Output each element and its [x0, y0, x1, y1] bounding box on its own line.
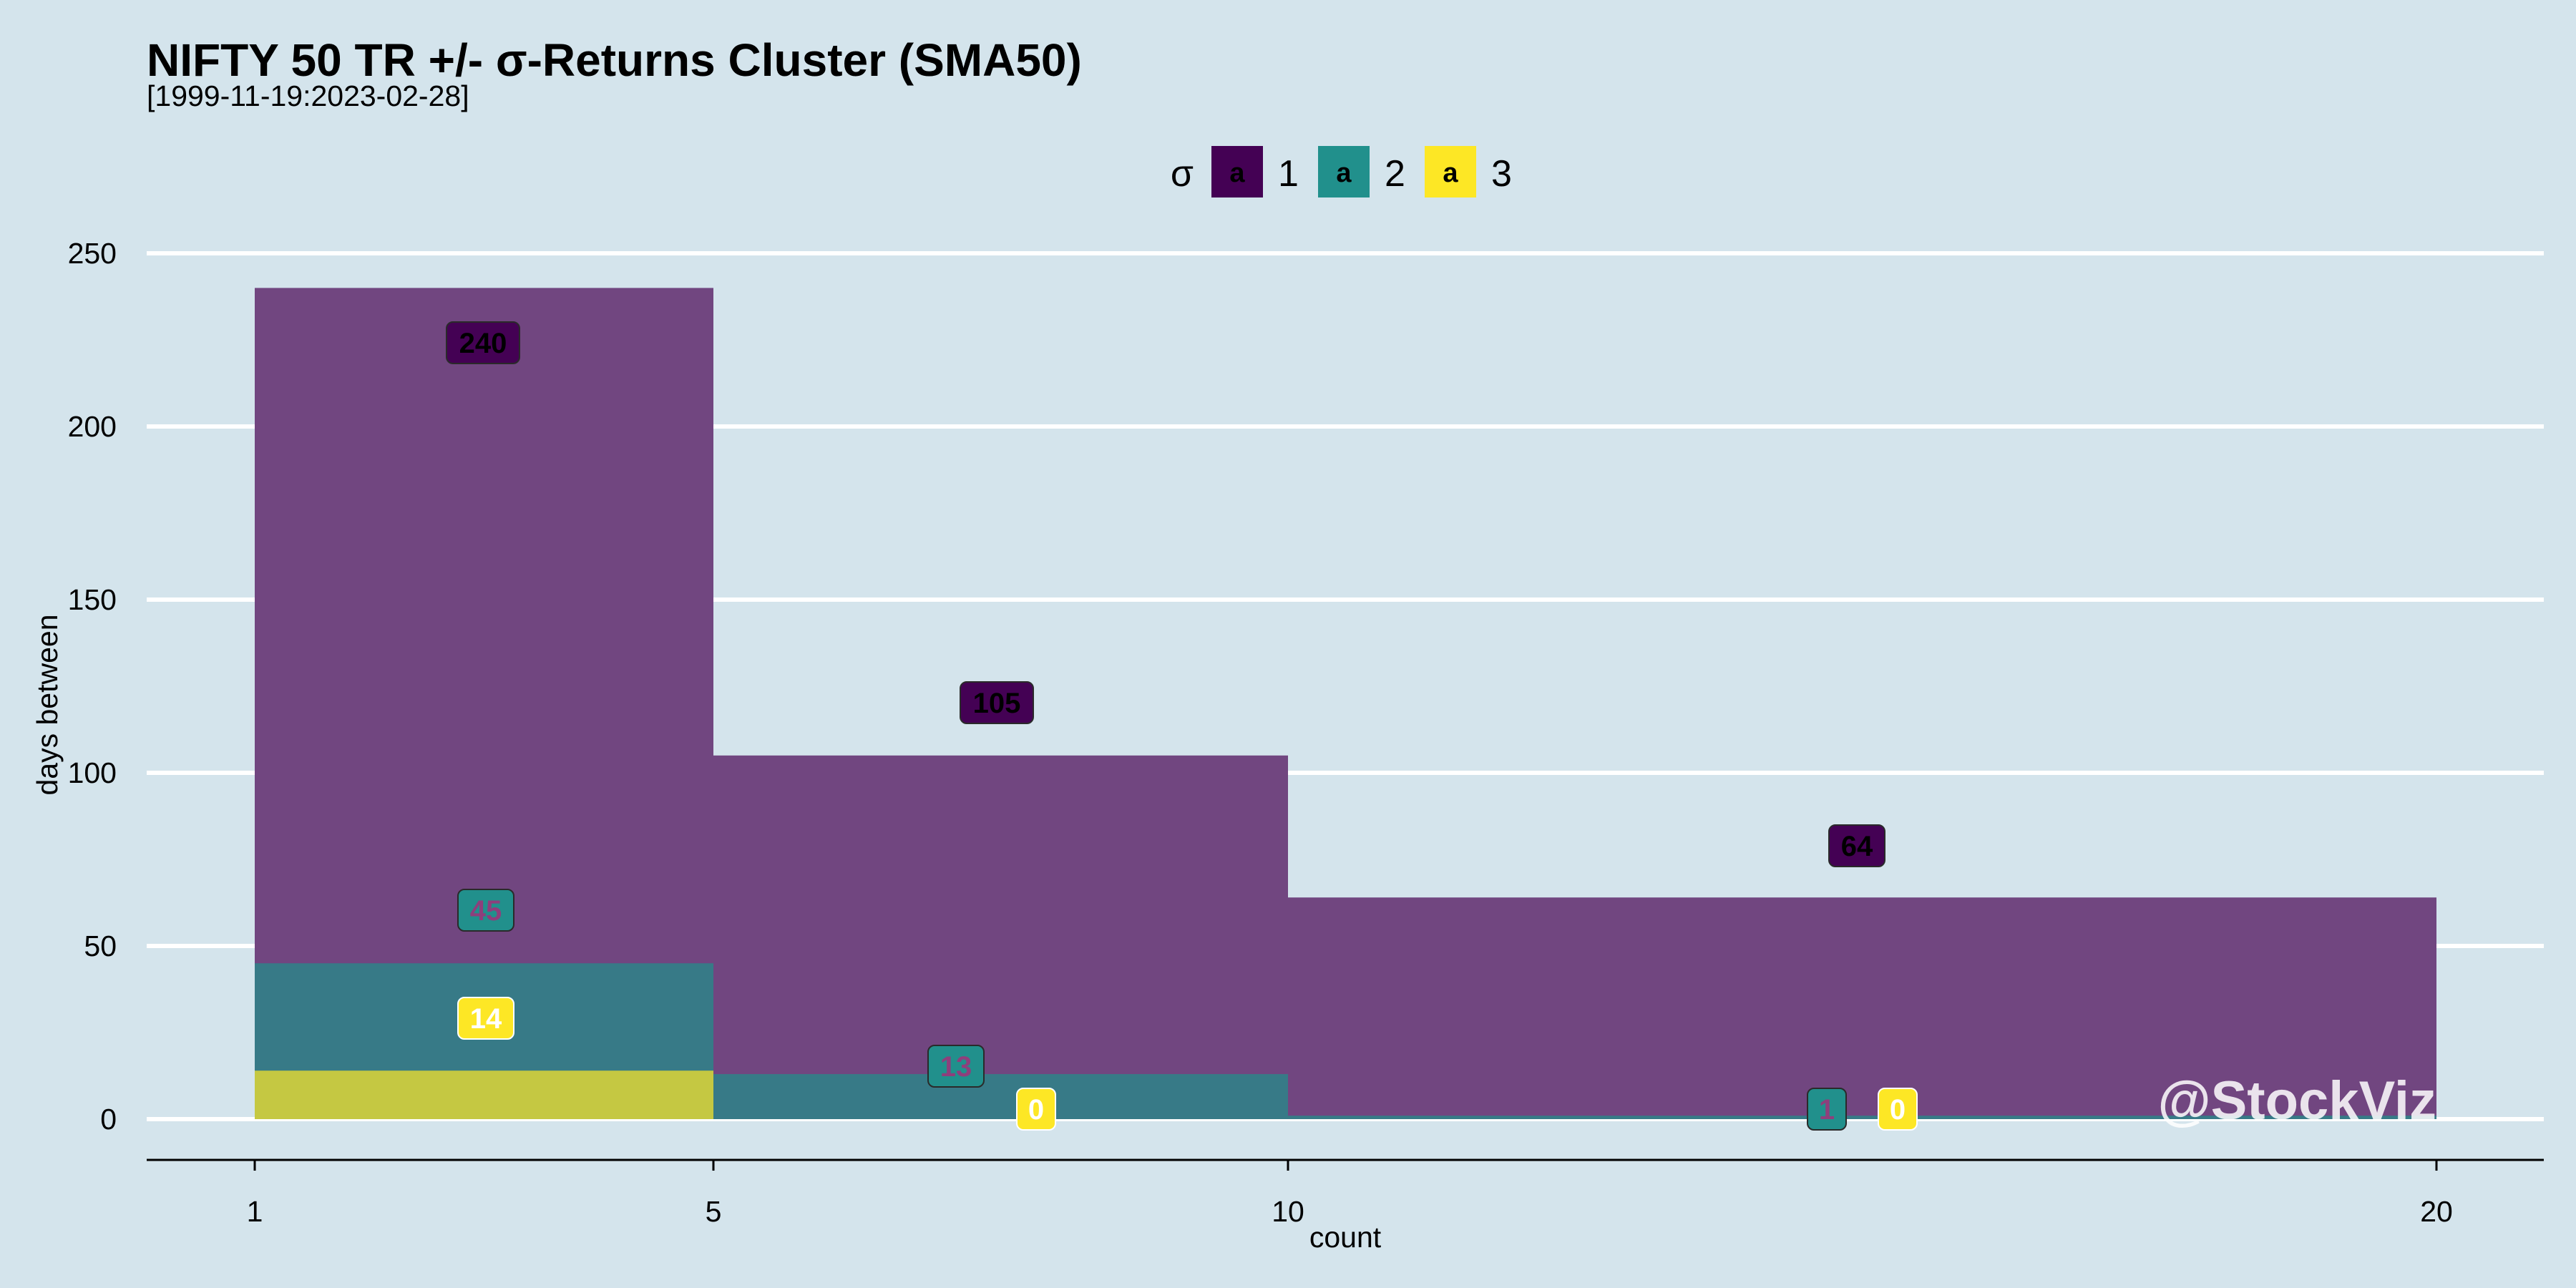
y-tick-label: 0 [100, 1103, 117, 1136]
data-label-box [1016, 1088, 1056, 1131]
data-labels: 240 105 64 45 13 1 14 0 0 [446, 321, 1918, 1131]
bar-sigma-1-bin-2 [713, 755, 1288, 1119]
y-tick-label: 250 [68, 237, 117, 270]
data-label-text: 64 [1841, 831, 1873, 862]
bar-sigma-2-bin-2 [713, 1074, 1288, 1119]
data-label-text: 0 [1028, 1094, 1044, 1126]
x-tick-label: 10 [1272, 1195, 1304, 1228]
data-label: 45 [457, 889, 514, 932]
y-tick-label: 200 [68, 410, 117, 443]
bar-sigma-2-bin-3 [1288, 1116, 2436, 1119]
legend-key-glyph: a [1443, 158, 1458, 188]
x-tick-label: 20 [2420, 1195, 2453, 1228]
legend: σ a 1 a 2 a 3 [1171, 146, 1512, 197]
data-label-text: 0 [1890, 1094, 1906, 1126]
chart-subtitle: [1999-11-19:2023-02-28] [147, 79, 469, 112]
data-label-text: 105 [973, 688, 1021, 719]
bar-sigma-3-bin-1 [255, 1070, 713, 1119]
data-label: 0 [1878, 1088, 1918, 1131]
data-label-box [960, 681, 1034, 724]
legend-entry-label: 1 [1278, 153, 1299, 195]
data-label: 13 [927, 1045, 985, 1088]
data-label: 240 [446, 321, 520, 364]
data-label-box [927, 1045, 985, 1088]
y-tick-label: 150 [68, 583, 117, 616]
data-label: 105 [960, 681, 1034, 724]
data-label: 14 [457, 997, 514, 1040]
legend-title: σ [1171, 153, 1194, 195]
legend-key [1211, 146, 1263, 197]
legend-entry-label: 3 [1491, 153, 1512, 195]
y-tick-label: 100 [68, 756, 117, 789]
data-label-text: 1 [1819, 1094, 1835, 1126]
x-axis-label: count [1309, 1221, 1382, 1254]
data-label-box [446, 321, 520, 364]
y-axis-ticks: 0 50 100 150 200 250 [68, 237, 117, 1136]
legend-key-glyph: a [1336, 158, 1352, 188]
legend-key [1318, 146, 1370, 197]
data-label-text: 45 [470, 895, 502, 927]
data-label-box [457, 997, 514, 1040]
y-tick-label: 50 [84, 930, 117, 962]
bar-sigma-1-bin-3 [1288, 897, 2436, 1119]
x-tick-label: 1 [247, 1195, 263, 1228]
x-tick-label: 5 [706, 1195, 722, 1228]
bars [255, 288, 2436, 1119]
data-label: 1 [1807, 1088, 1847, 1131]
data-label-text: 14 [470, 1003, 502, 1035]
watermark: @StockViz [2158, 1070, 2437, 1131]
data-label-box [1828, 824, 1885, 867]
y-axis-label: days between [31, 614, 64, 795]
x-axis-ticks: 1 5 10 20 [247, 1160, 2453, 1228]
data-label: 0 [1016, 1088, 1056, 1131]
legend-key-glyph: a [1229, 158, 1245, 188]
data-label-box [1878, 1088, 1918, 1131]
legend-entry-label: 2 [1385, 153, 1405, 195]
data-label: 64 [1828, 824, 1885, 867]
data-label-text: 240 [459, 328, 507, 359]
data-label-box [1807, 1088, 1847, 1131]
legend-key [1425, 146, 1476, 197]
chart-title: NIFTY 50 TR +/- σ-Returns Cluster (SMA50… [147, 34, 1082, 86]
data-label-box [457, 889, 514, 932]
data-label-text: 13 [940, 1051, 972, 1083]
